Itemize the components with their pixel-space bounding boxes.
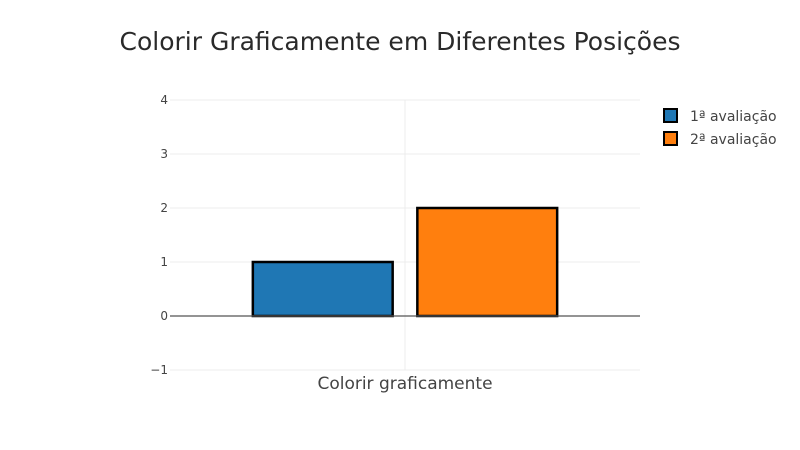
legend-swatch — [663, 131, 678, 146]
y-tick-label: 4 — [160, 93, 168, 107]
y-axis-ticks: −1 0 1 2 3 4 — [150, 93, 168, 377]
x-category-label: Colorir graficamente — [317, 374, 492, 394]
bars — [251, 206, 559, 318]
legend-label: 2ª avaliação — [690, 132, 777, 148]
legend[interactable]: 1ª avaliação 2ª avaliação — [663, 108, 777, 148]
x-axis-categories: Colorir graficamente — [317, 374, 492, 394]
legend-swatch — [663, 108, 678, 123]
legend-item-2[interactable]: 2ª avaliação — [663, 131, 777, 148]
y-tick-label: 3 — [160, 147, 168, 161]
bar-series-1[interactable] — [251, 260, 394, 318]
y-tick-label: −1 — [150, 363, 168, 377]
y-tick-label: 0 — [160, 309, 168, 323]
chart-title: Colorir Graficamente em Diferentes Posiç… — [120, 27, 681, 56]
legend-label: 1ª avaliação — [690, 109, 777, 125]
legend-item-1[interactable]: 1ª avaliação — [663, 108, 777, 125]
y-tick-label: 1 — [160, 255, 168, 269]
gridlines — [170, 99, 640, 371]
y-tick-label: 2 — [160, 201, 168, 215]
bar-series-2[interactable] — [416, 206, 559, 318]
